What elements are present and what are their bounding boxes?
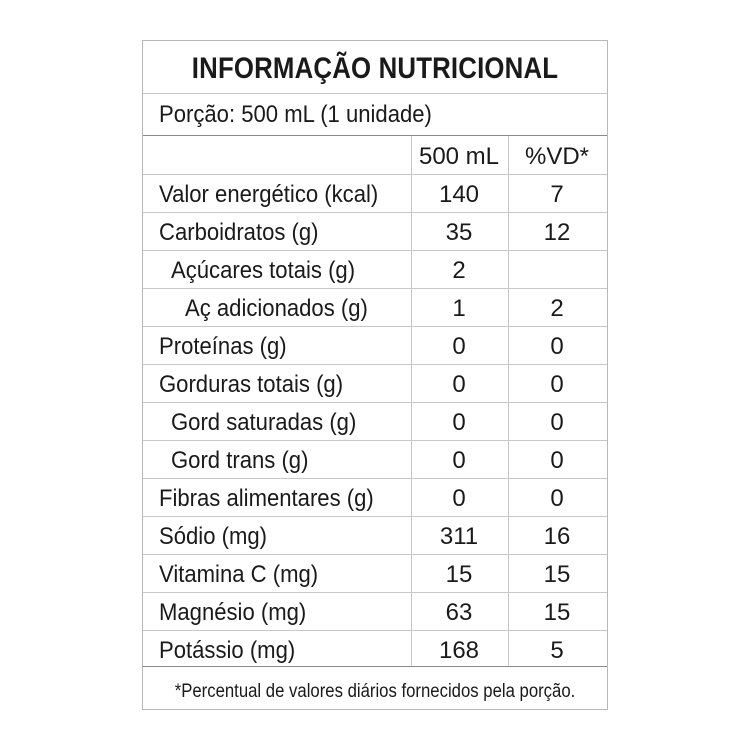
nutrient-name: Potássio (mg) [159,637,296,664]
nutrient-amount: 0 [452,333,466,360]
table-row: Carboidratos (g) 35 12 [143,213,607,250]
nutrient-daily-value: 7 [550,181,564,208]
nutrient-amount: 2 [452,257,466,284]
nutrient-amount: 35 [445,219,473,246]
nutrient-daily-value: 15 [543,561,571,588]
nutrient-daily-value: 16 [543,523,571,550]
row-divider [143,212,607,213]
nutrient-amount: 311 [439,523,479,550]
nutrient-daily-value: 0 [550,371,564,398]
nutrient-name: Sódio (mg) [159,523,267,550]
row-divider [143,364,607,365]
row-divider [143,630,607,631]
table-row: Vitamina C (mg) 15 15 [143,555,607,592]
table-row: Magnésio (mg) 63 15 [143,593,607,630]
row-divider [143,174,607,175]
nutrient-amount: 0 [452,485,466,512]
row-divider [143,592,607,593]
row-divider [143,554,607,555]
table-row: Sódio (mg) 311 16 [143,517,607,554]
nutrient-amount: 0 [452,447,466,474]
nutrient-amount: 140 [438,181,480,208]
row-divider [143,326,607,327]
serving-size: Porção: 500 mL (1 unidade) [159,101,432,128]
table-header-row: 500 mL %VD* [143,137,607,174]
nutrient-name: Gord trans (g) [171,447,309,474]
table-row: Gord trans (g) 0 0 [143,441,607,478]
nutrient-name: Vitamina C (mg) [159,561,319,588]
nutrient-daily-value: 5 [550,637,564,664]
column-header-dv: %VD* [524,143,590,170]
nutrient-daily-value: 12 [543,219,571,246]
serving-divider [143,135,607,136]
nutrient-name: Valor energético (kcal) [159,181,379,208]
nutrient-amount: 15 [445,561,473,588]
row-divider [143,288,607,289]
nutrient-daily-value: 2 [550,295,564,322]
nutrient-daily-value: 0 [550,333,564,360]
nutrient-name: Gorduras totais (g) [159,371,344,398]
row-divider [143,440,607,441]
row-divider [143,478,607,479]
nutrition-facts-panel: INFORMAÇÃO NUTRICIONAL Porção: 500 mL (1… [142,40,608,710]
nutrient-daily-value: 0 [550,447,564,474]
table-row: Valor energético (kcal) 140 7 [143,175,607,212]
table-row: Aç adicionados (g) 1 2 [143,289,607,326]
title-divider [143,93,607,94]
nutrient-name: Gord saturadas (g) [171,409,357,436]
nutrient-name: Açúcares totais (g) [171,257,356,284]
column-divider-dv [508,136,509,666]
row-divider [143,516,607,517]
table-row: Potássio (mg) 168 5 [143,631,607,668]
column-divider-amount [411,136,412,666]
table-bottom-divider [143,666,607,667]
nutrient-amount: 63 [445,599,473,626]
table-row: Proteínas (g) 0 0 [143,327,607,364]
nutrient-amount: 0 [452,371,466,398]
nutrient-name: Magnésio (mg) [159,599,307,626]
table-row: Gorduras totais (g) 0 0 [143,365,607,402]
nutrient-daily-value: 15 [543,599,571,626]
nutrient-amount: 1 [452,295,466,322]
nutrient-name: Proteínas (g) [159,333,287,360]
nutrient-name: Carboidratos (g) [159,219,319,246]
nutrient-name: Aç adicionados (g) [185,295,368,322]
row-divider [143,402,607,403]
table-row: Fibras alimentares (g) 0 0 [143,479,607,516]
footnote: *Percentual de valores diários fornecido… [174,681,576,702]
nutrient-daily-value: 0 [550,409,564,436]
nutrient-daily-value: 0 [550,485,564,512]
table-row: Açúcares totais (g) 2 [143,251,607,288]
nutrient-daily-value [509,251,605,288]
column-header-amount: 500 mL [418,143,500,170]
nutrient-amount: 168 [438,637,480,664]
nutrient-name: Fibras alimentares (g) [159,485,374,512]
nutrient-amount: 0 [452,409,466,436]
panel-title: INFORMAÇÃO NUTRICIONAL [191,52,559,85]
row-divider [143,250,607,251]
table-row: Gord saturadas (g) 0 0 [143,403,607,440]
